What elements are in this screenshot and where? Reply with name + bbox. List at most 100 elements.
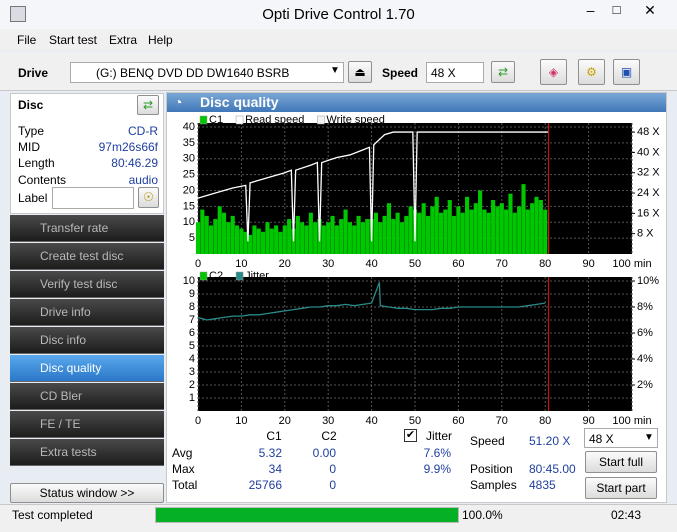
disc-value: 80:46.29 bbox=[111, 156, 158, 170]
erase-button[interactable]: ◈ bbox=[540, 59, 567, 85]
legend-swatch bbox=[235, 115, 244, 125]
disc-title: Disc bbox=[18, 98, 44, 112]
c1-bar bbox=[425, 215, 431, 254]
plot-area bbox=[198, 277, 632, 411]
c1-bar bbox=[491, 200, 496, 254]
x-tick-label: 70 bbox=[496, 415, 508, 427]
jitter-header: Jitter bbox=[426, 429, 453, 443]
y-tick-label: 20 bbox=[183, 184, 195, 196]
eject-button[interactable]: ⏏ bbox=[348, 61, 372, 83]
c1-value: 34 bbox=[268, 462, 282, 476]
c1-bar bbox=[287, 219, 292, 254]
c1-bar bbox=[512, 212, 517, 254]
y-tick-label: 25 bbox=[183, 169, 195, 181]
c1-bar bbox=[530, 203, 535, 254]
y-tick-label: 4 bbox=[189, 353, 195, 365]
dropdown-arrow: ▼ bbox=[644, 432, 654, 443]
start-full-button[interactable]: Start full bbox=[585, 451, 657, 473]
label-input[interactable] bbox=[52, 187, 134, 209]
sidebar-item[interactable]: Verify test disc bbox=[10, 271, 164, 298]
x-tick-label: 10 bbox=[235, 415, 247, 427]
y-tick-label: 2 bbox=[189, 379, 195, 391]
dropdown-arrow: ▼ bbox=[330, 65, 340, 76]
x-tick-label: 60 bbox=[452, 415, 464, 427]
legend-swatch bbox=[317, 115, 325, 125]
c1-bar bbox=[347, 222, 352, 254]
y2-tick-label: 32 X bbox=[637, 167, 660, 179]
label-button[interactable]: ☉ bbox=[138, 187, 159, 208]
status-window-button[interactable]: Status window >> bbox=[10, 483, 164, 503]
c1-bar bbox=[313, 222, 318, 254]
sidebar-item[interactable]: Disc info bbox=[10, 327, 164, 354]
disc-key: MID bbox=[18, 140, 40, 154]
legend-label: Write speed bbox=[326, 114, 385, 126]
c1-bar bbox=[226, 222, 231, 254]
c1-bar bbox=[538, 200, 543, 254]
sidebar-item[interactable]: FE / TE bbox=[10, 411, 164, 438]
disc-refresh[interactable]: ⇄ bbox=[137, 95, 159, 115]
x-tick-label: 20 bbox=[279, 415, 291, 427]
close-button[interactable]: ✕ bbox=[644, 2, 656, 18]
c1-bar bbox=[300, 222, 305, 254]
menu-item[interactable]: Start test bbox=[49, 33, 98, 47]
disc-value: CD-R bbox=[128, 124, 158, 138]
c1-bar bbox=[343, 209, 348, 254]
row-label: Total bbox=[172, 478, 198, 492]
c1-bar bbox=[352, 225, 357, 254]
c1-bar bbox=[543, 209, 548, 254]
y-tick-label: 10 bbox=[183, 216, 195, 228]
y-tick-label: 1 bbox=[189, 392, 195, 404]
drive-name: BENQ DVD DD DW1640 BSRB bbox=[120, 66, 290, 80]
c1-bar bbox=[248, 234, 253, 254]
settings-button[interactable]: ⚙ bbox=[578, 59, 605, 85]
maximize-button[interactable]: □ bbox=[612, 2, 621, 17]
y-tick-label: 15 bbox=[183, 200, 195, 212]
c1-bar bbox=[482, 209, 487, 254]
sidebar-item[interactable]: Drive info bbox=[10, 299, 164, 326]
x-tick-label: 40 bbox=[365, 415, 377, 427]
y-tick-label: 5 bbox=[189, 232, 195, 244]
jitter-value: 7.6% bbox=[423, 446, 451, 460]
c1-bar bbox=[430, 206, 435, 254]
sidebar-item[interactable]: Create test disc bbox=[10, 243, 164, 270]
c1-bar bbox=[404, 215, 409, 254]
c1-bar bbox=[373, 212, 379, 254]
samples-value: 4835 bbox=[529, 478, 556, 492]
samples-key: Samples bbox=[470, 478, 517, 492]
sidebar-item[interactable]: Disc quality bbox=[10, 355, 164, 382]
menu-item[interactable]: Extra bbox=[109, 33, 138, 47]
x-tick-label: 0 bbox=[195, 258, 201, 270]
sidebar-item[interactable]: CD Bler bbox=[10, 383, 164, 410]
speed-select[interactable]: 48 X bbox=[426, 62, 484, 83]
sidebar-item[interactable]: Extra tests bbox=[10, 439, 164, 466]
minimize-button[interactable]: – bbox=[586, 2, 595, 18]
c1-bar bbox=[499, 203, 504, 254]
x-tick-label: 40 bbox=[365, 258, 377, 270]
disc-key: Contents bbox=[18, 173, 67, 187]
stats-header: C2 bbox=[321, 429, 337, 443]
start-part-button[interactable]: Start part bbox=[585, 477, 657, 499]
sidebar-item[interactable]: Transfer rate bbox=[10, 215, 164, 242]
save-button[interactable]: ▣ bbox=[613, 59, 640, 85]
row-label: Max bbox=[172, 462, 195, 476]
panel-header bbox=[167, 93, 666, 112]
x-tick-label: 100 min bbox=[612, 258, 651, 270]
y-tick-label: 8 bbox=[189, 301, 195, 313]
drive-select[interactable] bbox=[70, 62, 344, 83]
disc-key: Type bbox=[18, 124, 45, 138]
x-tick-label: 30 bbox=[322, 258, 334, 270]
legend-label: C1 bbox=[209, 114, 223, 126]
jitter-checkbox[interactable]: ✔ bbox=[404, 429, 417, 442]
refresh-button[interactable]: ⇄ bbox=[491, 61, 515, 83]
c1-bar bbox=[447, 200, 452, 254]
test-speed-select[interactable]: 48 X bbox=[584, 428, 658, 448]
y2-tick-label: 24 X bbox=[637, 187, 660, 199]
menu-item[interactable]: Help bbox=[148, 33, 173, 47]
y-tick-label: 9 bbox=[189, 288, 195, 300]
y-tick-label: 40 bbox=[183, 121, 195, 133]
progress-track bbox=[155, 507, 459, 523]
y2-tick-label: 2% bbox=[637, 379, 653, 391]
menu-item[interactable]: File bbox=[17, 33, 37, 47]
series-line bbox=[197, 131, 549, 242]
